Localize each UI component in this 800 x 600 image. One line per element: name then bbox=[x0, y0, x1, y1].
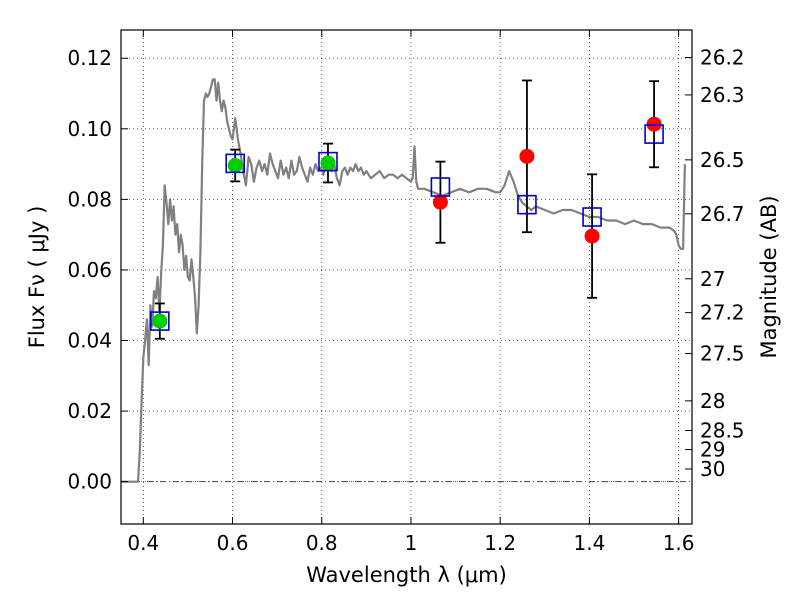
mag-tick-label: 26.3 bbox=[700, 83, 745, 107]
x-axis-label: Wavelength λ (μm) bbox=[306, 563, 507, 587]
x-axis: 0.4 0.6 0.8 1 1.2 1.4 1.6 bbox=[127, 30, 695, 555]
y-axis-right-label: Magnitude (AB) bbox=[757, 195, 781, 358]
y-tick-label: 0.06 bbox=[67, 258, 112, 282]
mag-tick-label: 26.2 bbox=[700, 46, 745, 70]
y-tick-label: 0.08 bbox=[67, 187, 112, 211]
model-point bbox=[517, 194, 537, 215]
y-axis-left: 0.00 0.02 0.04 0.06 0.08 0.10 0.12 bbox=[67, 46, 128, 494]
x-tick-label: 1.6 bbox=[663, 531, 695, 555]
x-tick-label: 0.6 bbox=[217, 531, 249, 555]
mag-tick-label: 27.5 bbox=[700, 342, 745, 366]
x-tick-label: 0.8 bbox=[306, 531, 338, 555]
mag-tick-label: 29 bbox=[700, 438, 725, 462]
mag-tick-label: 28.5 bbox=[700, 418, 745, 442]
model-spectrum bbox=[121, 78, 692, 483]
model-point bbox=[582, 207, 602, 227]
y-axis-label: Flux Fν ( μJy ) bbox=[25, 206, 49, 349]
x-tick-label: 1.2 bbox=[484, 531, 516, 555]
data-point bbox=[646, 116, 662, 132]
model-point bbox=[644, 124, 664, 144]
data-point bbox=[519, 148, 535, 164]
mag-tick-label: 27 bbox=[700, 267, 725, 291]
mag-tick-label: 26.7 bbox=[700, 202, 745, 226]
model-point bbox=[430, 177, 451, 197]
x-tick-label: 0.4 bbox=[127, 531, 159, 555]
data-points bbox=[150, 79, 664, 340]
data-point bbox=[227, 157, 243, 173]
model-point bbox=[225, 153, 245, 174]
plot-frame bbox=[120, 29, 693, 525]
data-point bbox=[584, 228, 600, 244]
grid bbox=[121, 30, 692, 524]
y-tick-label: 0.02 bbox=[67, 399, 112, 423]
spectrum-line bbox=[121, 78, 686, 483]
mag-tick-label: 28 bbox=[700, 389, 725, 413]
y-tick-label: 0.12 bbox=[67, 46, 112, 70]
x-tick-label: 1 bbox=[405, 531, 418, 555]
model-point bbox=[318, 151, 338, 172]
data-point bbox=[432, 194, 448, 210]
x-tick-label: 1.4 bbox=[573, 531, 605, 555]
mag-tick-label: 26.5 bbox=[700, 148, 745, 172]
y-tick-label: 0.00 bbox=[67, 470, 112, 494]
model-point bbox=[150, 311, 170, 331]
y-tick-label: 0.04 bbox=[67, 329, 112, 353]
data-point bbox=[152, 313, 168, 329]
y-tick-label: 0.10 bbox=[67, 117, 112, 141]
mag-tick-label: 27.2 bbox=[700, 301, 745, 325]
mag-tick-label: 30 bbox=[700, 457, 725, 481]
data-point bbox=[320, 155, 336, 171]
